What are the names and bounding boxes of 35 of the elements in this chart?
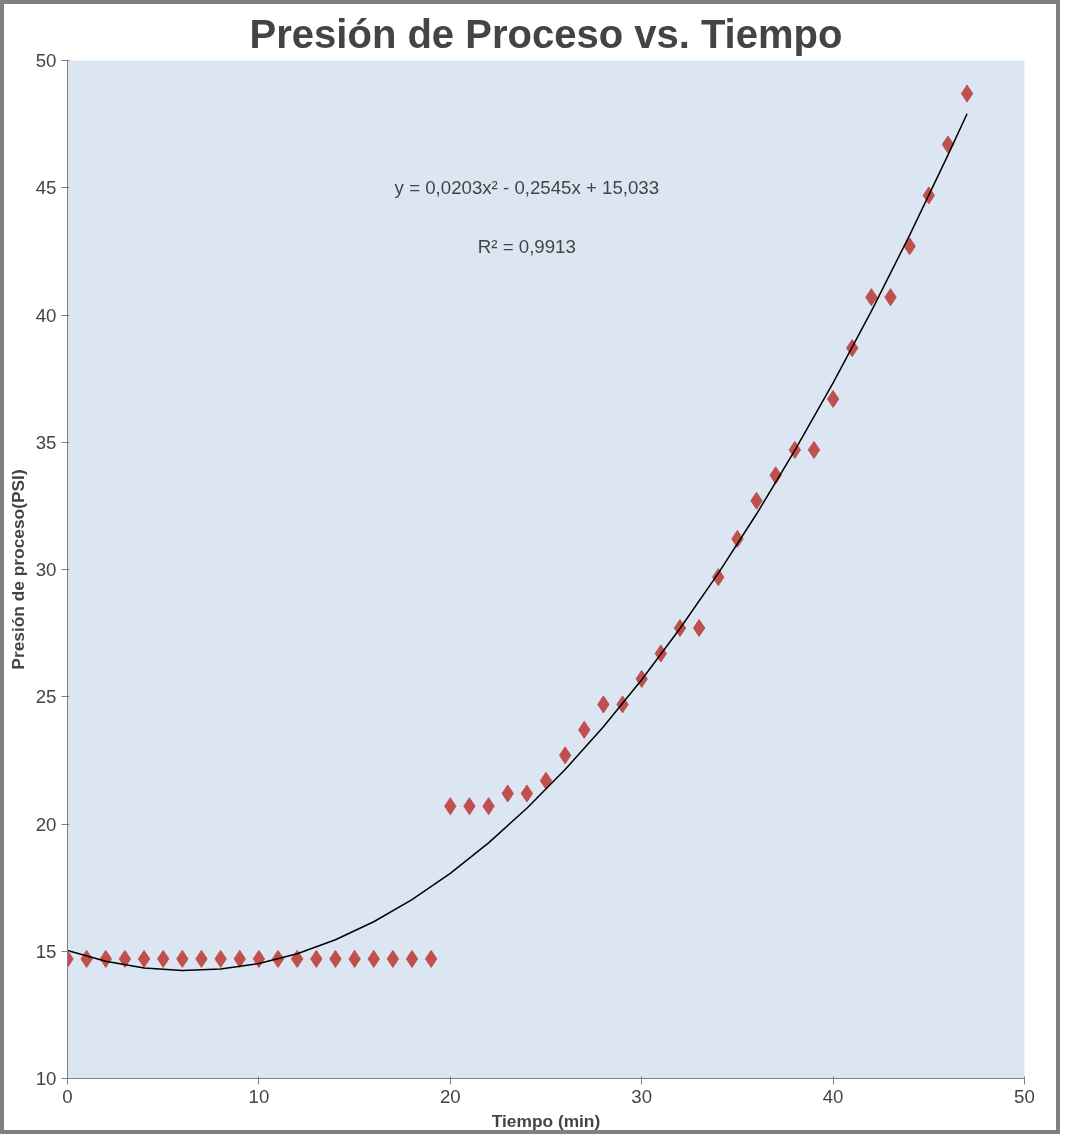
point <box>807 440 821 459</box>
line-series <box>67 112 968 972</box>
x-axis-title: Tiempo (min) <box>491 1110 601 1131</box>
x-tick-label: 30 <box>631 1085 653 1107</box>
y-tick-label: 30 <box>35 559 57 580</box>
y-tick-label: 40 <box>35 304 57 326</box>
y-tick-label: 35 <box>35 431 57 453</box>
y-tick-label: 15 <box>35 940 57 962</box>
point <box>941 135 955 154</box>
point <box>520 784 534 803</box>
y-tick-label: 45 <box>35 177 57 199</box>
point <box>405 949 419 968</box>
point <box>960 84 974 103</box>
point <box>424 949 438 968</box>
point <box>539 771 553 790</box>
point <box>692 619 706 638</box>
x-tick-label: 0 <box>62 1085 73 1107</box>
y-tick-label: 25 <box>35 686 57 708</box>
point <box>826 389 840 408</box>
point <box>118 949 132 968</box>
point <box>386 949 400 968</box>
point <box>252 949 266 968</box>
y-tick-label: 20 <box>35 813 57 835</box>
annotation: y = 0,0203x² - 0,2545x + 15,033 <box>394 177 660 199</box>
annotation: R² = 0,9913 <box>477 236 576 258</box>
y-axis-title: Presión de proceso(PSI) <box>7 469 28 670</box>
x-tick-label: 40 <box>822 1085 844 1107</box>
point <box>558 746 572 765</box>
x-tick-label: 20 <box>439 1085 461 1107</box>
y-tick-label: 10 <box>35 1068 57 1089</box>
x-tick-label: 10 <box>248 1085 270 1107</box>
x-tick-label: 50 <box>1014 1085 1035 1107</box>
chart-title: Presión de Proceso vs. Tiempo <box>249 11 843 56</box>
y-tick-label: 50 <box>35 50 57 71</box>
point <box>137 949 151 968</box>
